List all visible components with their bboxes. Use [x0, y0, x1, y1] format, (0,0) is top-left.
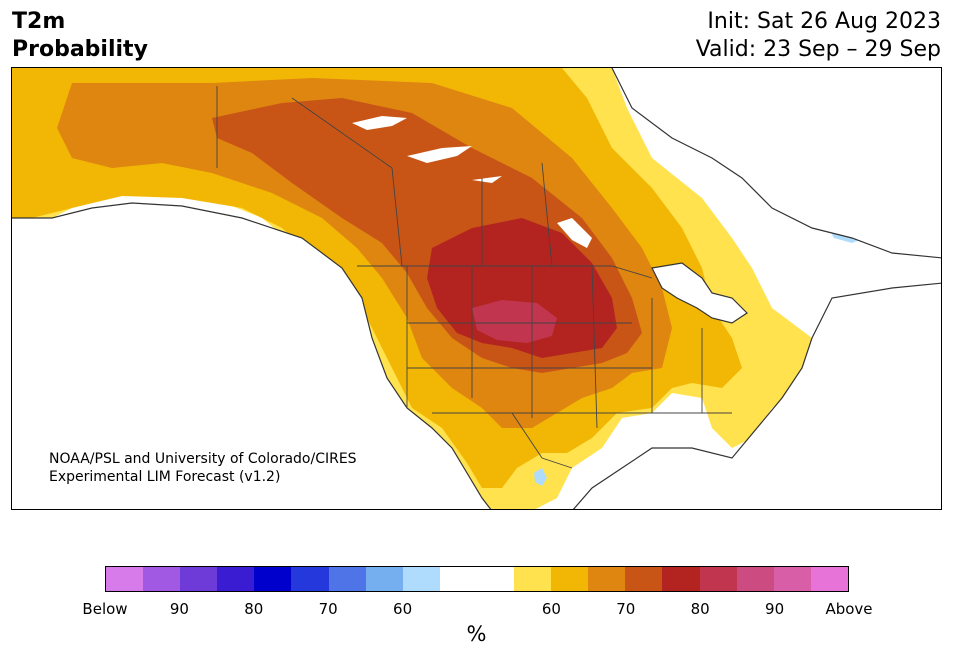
colorbar-segment	[365, 567, 403, 591]
title-line-1: T2m	[12, 9, 66, 34]
colorbar-tick-label: 60	[541, 600, 561, 618]
colorbar-segment	[736, 567, 774, 591]
great-lakes	[652, 263, 747, 323]
colorbar-segment	[143, 567, 181, 591]
init-date: Init: Sat 26 Aug 2023	[707, 9, 941, 34]
map-panel	[11, 67, 942, 510]
colorbar-tick-label: Above	[825, 600, 873, 618]
map-title: T2m Probability	[12, 8, 148, 64]
valid-dates: Valid: 23 Sep – 29 Sep	[695, 37, 941, 62]
colorbar-segment	[254, 567, 292, 591]
colorbar-segment	[551, 567, 589, 591]
colorbar-segment	[291, 567, 329, 591]
region-90	[472, 300, 557, 343]
colorbar-segment	[625, 567, 663, 591]
colorbar-segment	[402, 567, 440, 591]
colorbar-tick-label: 90	[169, 600, 189, 618]
colorbar-tick-label: 70	[318, 600, 338, 618]
colorbar-tick-label: 70	[616, 600, 636, 618]
coastlines	[12, 68, 941, 509]
colorbar-segment	[217, 567, 255, 591]
colorbar-segment	[662, 567, 700, 591]
colorbar-tick-label: Below	[82, 600, 128, 618]
colorbar-segment	[106, 567, 144, 591]
colorbar-segment	[439, 567, 477, 591]
colorbar-tick-label: 80	[690, 600, 710, 618]
credit-line-1: NOAA/PSL and University of Colorado/CIRE…	[49, 451, 357, 467]
canadian-lakes	[352, 116, 592, 248]
colorbar-ticks: Below 90 80 70 60 60 70 80 90 Above	[0, 600, 953, 620]
colorbar-segment	[773, 567, 811, 591]
colorbar	[105, 566, 849, 592]
colorbar-tick-label: 80	[244, 600, 264, 618]
region-white-pacific	[12, 203, 491, 509]
political-borders	[216, 86, 732, 469]
colorbar-segment	[476, 567, 515, 591]
colorbar-unit: %	[466, 622, 487, 646]
colorbar-tick-label: 90	[765, 600, 785, 618]
probability-map	[12, 68, 941, 509]
credit-line-2: Experimental LIM Forecast (v1.2)	[49, 469, 281, 485]
region-cool-mexico	[534, 468, 547, 486]
forecast-credit: NOAA/PSL and University of Colorado/CIRE…	[49, 450, 357, 486]
colorbar-segment	[810, 567, 848, 591]
colorbar-segment	[588, 567, 626, 591]
colorbar-segment	[328, 567, 366, 591]
colorbar-tick-label: 60	[393, 600, 413, 618]
colorbar-segment	[699, 567, 737, 591]
region-white-atlantic	[573, 283, 941, 509]
colorbar-segment	[514, 567, 552, 591]
colorbar-segment	[180, 567, 218, 591]
title-line-2: Probability	[12, 37, 148, 62]
region-white-canada-east	[612, 68, 941, 258]
forecast-dates: Init: Sat 26 Aug 2023 Valid: 23 Sep – 29…	[696, 8, 941, 64]
